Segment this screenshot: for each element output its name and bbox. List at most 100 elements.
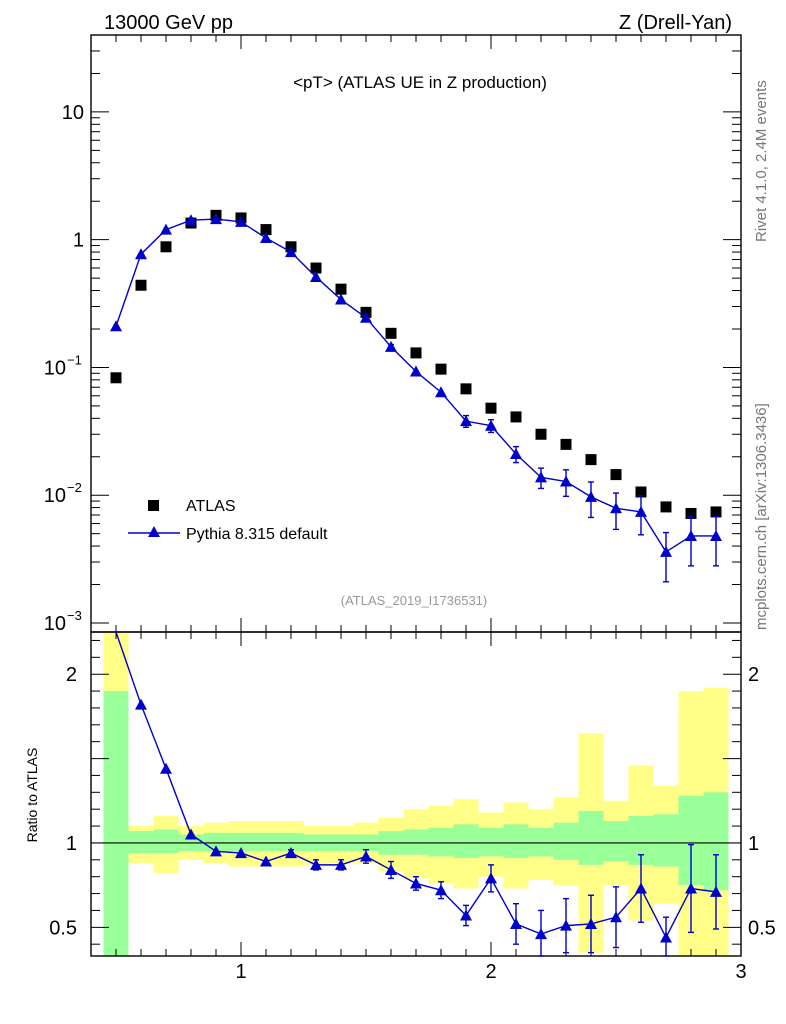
ratio-pythia-point (185, 828, 197, 840)
ratio-inner-band-bin (128, 831, 154, 854)
atlas-data-point (310, 262, 322, 274)
pythia-data-point (585, 490, 597, 502)
header-right-label: Z (Drell-Yan) (619, 12, 732, 34)
atlas-data-point (435, 363, 447, 375)
ratio-pythia-point (460, 909, 472, 921)
main-y-tick-exponent: −1 (67, 352, 82, 367)
ratio-inner-band-bin (653, 814, 679, 867)
pythia-data-point (260, 232, 272, 244)
ratio-y-tick-label-left: 1 (66, 833, 77, 855)
ratio-inner-band-bin (278, 832, 304, 852)
ratio-plot-frame (90, 631, 742, 957)
ratio-pythia-point (235, 847, 247, 859)
pythia-data-point (310, 271, 322, 283)
legend-atlas-marker (148, 500, 159, 511)
ratio-inner-band-bin (403, 829, 429, 855)
pythia-data-point (660, 545, 672, 557)
ratio-y-tick-label-right: 0.5 (748, 917, 776, 939)
ratio-inner-band-bin (228, 832, 254, 852)
pythia-data-point (385, 340, 397, 352)
atlas-data-point (110, 372, 122, 384)
atlas-data-point (635, 486, 647, 498)
ratio-inner-band-bin (603, 821, 629, 862)
legend: ATLAS Pythia 8.315 default (128, 498, 328, 543)
ratio-inner-band-bin (153, 829, 179, 854)
header-left-label: 13000 GeV pp (104, 12, 233, 34)
ratio-pythia-point (160, 762, 172, 774)
pythia-data-point (185, 214, 197, 226)
atlas-data-point (535, 428, 547, 440)
atlas-data-point (260, 224, 272, 236)
analysis-id-watermark: (ATLAS_2019_I1736531) (341, 593, 487, 608)
main-y-tick-label: 10 (44, 357, 66, 379)
ratio-inner-band-bin (478, 827, 504, 857)
ratio-pythia-point (585, 917, 597, 929)
pythia-data-point (235, 215, 247, 227)
main-y-tick-label: 10 (62, 102, 84, 124)
ratio-inner-band-bin (428, 827, 454, 857)
ratio-inner-band-bin (103, 691, 129, 956)
main-y-tick-label: 10 (44, 613, 66, 635)
ratio-y-tick-label-left: 2 (66, 664, 77, 686)
pythia-data-point (635, 505, 647, 517)
pythia-data-point (560, 475, 572, 487)
atlas-data-point (410, 347, 422, 359)
atlas-data-point (510, 411, 522, 423)
ratio-inner-band-bin (578, 810, 604, 865)
ratio-pythia-point (435, 884, 447, 896)
atlas-data-point (135, 279, 147, 291)
ratio-y-tick-label-left: 0.5 (49, 917, 77, 939)
main-y-tick-label: 1 (73, 230, 84, 252)
ratio-pythia-point (685, 882, 697, 894)
legend-pythia-marker (148, 526, 160, 537)
main-y-tick-label: 10 (44, 485, 66, 507)
x-tick-label: 1 (235, 961, 246, 983)
ratio-pythia-point (535, 928, 547, 940)
ratio-y-tick-label-right: 2 (748, 664, 759, 686)
pythia-data-point (335, 293, 347, 305)
ratio-pythia-point (610, 911, 622, 923)
legend-pythia-label: Pythia 8.315 default (186, 526, 328, 543)
ratio-inner-band-bin (553, 822, 579, 860)
ratio-inner-band-bin (528, 827, 554, 857)
ratio-inner-band-bin (503, 824, 529, 859)
atlas-data-point (485, 402, 497, 414)
x-tick-label: 3 (735, 961, 746, 983)
atlas-data-point (585, 454, 597, 466)
pythia-data-point (110, 320, 122, 332)
pythia-data-point (485, 419, 497, 431)
atlas-data-point (335, 283, 347, 295)
rivet-version-label: Rivet 4.1.0, 2.4M events (753, 80, 770, 242)
ratio-plot-area: 1 2 30.5 0.51 12 2 (49, 631, 776, 983)
ratio-pythia-point (510, 917, 522, 929)
ratio-pythia-point (335, 858, 347, 870)
pythia-data-point (360, 311, 372, 323)
ratio-inner-band-bin (253, 832, 279, 852)
pythia-data-point (685, 529, 697, 541)
ratio-pythia-point (310, 858, 322, 870)
ratio-pythia-point (560, 919, 572, 931)
pythia-data-point (710, 529, 722, 541)
pythia-data-point (160, 223, 172, 235)
ratio-pythia-point (635, 882, 647, 894)
main-y-tick-exponent: −3 (67, 608, 82, 623)
atlas-data-point (560, 438, 572, 450)
pythia-data-point (135, 248, 147, 260)
pythia-data-point (435, 386, 447, 398)
main-plot-title: <pT> (ATLAS UE in Z production) (293, 73, 547, 92)
ratio-inner-band-bin (453, 824, 479, 859)
pythia-data-point (210, 213, 222, 225)
atlas-data-point (710, 506, 722, 518)
legend-atlas-label: ATLAS (186, 498, 236, 515)
ratio-pythia-point (260, 855, 272, 867)
pythia-data-point (285, 246, 297, 258)
ratio-bands-layer (103, 632, 729, 956)
ratio-pythia-point (210, 845, 222, 857)
main-y-tick-exponent: −2 (67, 480, 82, 495)
ratio-pythia-point (485, 872, 497, 884)
ratio-y-tick-label-right: 1 (748, 833, 759, 855)
ratio-pythia-line (115, 631, 717, 939)
ratio-pythia-point (360, 850, 372, 862)
